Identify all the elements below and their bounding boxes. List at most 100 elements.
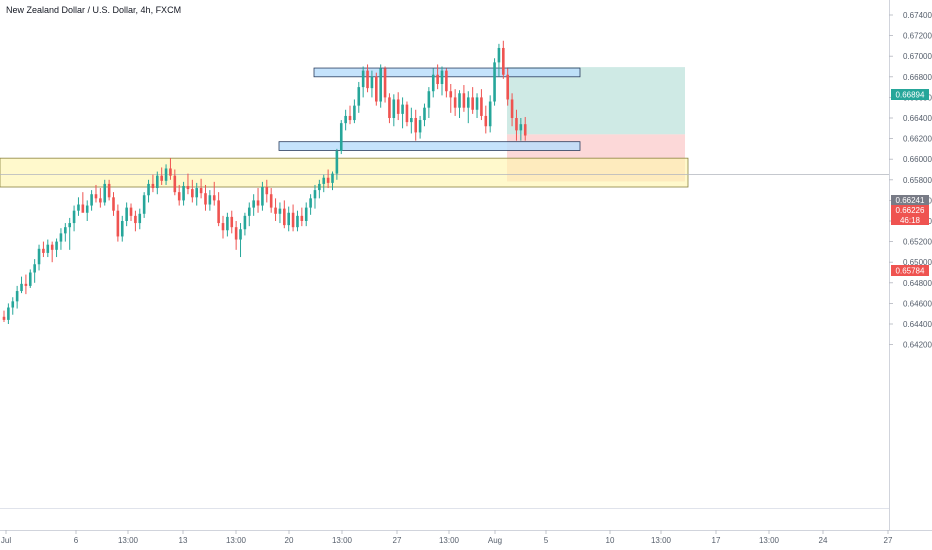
candle-body	[186, 185, 190, 190]
price-tick-label: 0.66400	[903, 114, 932, 123]
support-zone-rect[interactable]	[278, 141, 581, 151]
candle-body	[156, 175, 159, 189]
candle-body	[182, 185, 185, 201]
time-tick-label: 6	[74, 536, 79, 545]
demand-zone-rect[interactable]	[0, 157, 689, 188]
time-tick-label: 13:00	[759, 536, 780, 545]
candle-body	[296, 215, 299, 228]
candle-body	[339, 123, 343, 151]
time-scale[interactable]: Jul 6 13:00 13 13:00 20 13:00 27 13:00 Aug 5 10 13:0…	[1, 530, 893, 545]
candle-body	[94, 194, 98, 199]
candle-body	[33, 264, 36, 273]
price-tick-label: 0.64200	[903, 341, 932, 350]
price-tick-label: 0.67400	[903, 11, 932, 20]
candle-body	[64, 227, 67, 234]
candle-body	[116, 210, 120, 237]
candle-body	[103, 183, 107, 203]
candle-body	[375, 76, 378, 102]
candle-body	[361, 70, 365, 88]
candle-body	[418, 120, 422, 133]
candle-body	[480, 97, 483, 116]
candle-body	[195, 188, 199, 198]
candle-body	[247, 207, 251, 216]
candle-body	[230, 216, 234, 228]
price-tick-label: 0.64400	[903, 320, 932, 329]
price-tick-label: 0.64600	[903, 299, 932, 308]
price-scale[interactable]: 0.674000.672000.670000.668000.666000.664…	[889, 11, 932, 350]
price-tick-label: 0.65200	[903, 238, 932, 247]
candle-body	[274, 207, 277, 214]
candle-body	[42, 248, 45, 253]
candle-body	[313, 190, 317, 199]
drawing-layer[interactable]	[0, 67, 889, 188]
candle-body	[493, 62, 496, 102]
candle-body	[462, 93, 466, 108]
svg-text:0.65784: 0.65784	[896, 267, 925, 276]
price-tick-label: 0.66200	[903, 135, 932, 144]
candle-body	[20, 283, 23, 292]
price-tick-label: 0.65000	[903, 258, 932, 267]
candle-body	[208, 195, 212, 205]
candle-body	[318, 183, 321, 191]
time-tick-label: 27	[393, 536, 402, 545]
candle-body	[243, 215, 247, 230]
candle-body	[7, 307, 10, 320]
candle-body	[300, 215, 304, 221]
candle-body	[72, 210, 76, 224]
price-tick-label: 0.64800	[903, 279, 932, 288]
candle-body	[519, 124, 523, 131]
candle-body	[309, 198, 312, 208]
candle-body	[523, 124, 527, 136]
candle-body	[142, 195, 146, 214]
time-tick-label: 10	[606, 536, 615, 545]
candle-body	[440, 70, 444, 85]
candle-body	[85, 205, 89, 213]
price-tick-label: 0.67000	[903, 52, 932, 61]
candle-body	[15, 291, 19, 302]
candle-body	[261, 187, 264, 206]
candle-body	[81, 204, 85, 213]
candle-body	[77, 204, 80, 211]
candle-body	[322, 177, 326, 184]
time-tick-label: 13:00	[118, 536, 139, 545]
time-tick-label: 27	[884, 536, 893, 545]
candle-body	[427, 91, 431, 108]
candle-body	[471, 97, 474, 110]
candle-body	[50, 244, 54, 250]
candles-layer	[2, 40, 527, 324]
candle-body	[488, 101, 492, 127]
candle-body	[401, 104, 404, 114]
candle-body	[226, 216, 229, 231]
candle-body	[256, 200, 260, 206]
candle-body	[173, 175, 177, 193]
price-tick-label: 0.67200	[903, 32, 932, 41]
candle-body	[423, 107, 426, 121]
candle-body	[370, 76, 374, 89]
candle-body	[125, 207, 128, 221]
candle-body	[348, 115, 352, 121]
candle-body	[357, 87, 361, 106]
candle-body	[283, 208, 286, 226]
position-profit-area[interactable]	[507, 67, 685, 135]
chart-title: New Zealand Dollar / U.S. Dollar, 4h, FX…	[6, 5, 181, 15]
price-tick-label: 0.66000	[903, 155, 932, 164]
candle-body	[99, 198, 102, 203]
time-tick-label: 13:00	[439, 536, 460, 545]
candle-body	[212, 195, 216, 201]
candle-body	[458, 93, 461, 108]
candle-body	[129, 207, 133, 216]
candle-body	[191, 189, 194, 198]
time-tick-label: Jul	[1, 536, 11, 545]
candle-body	[497, 47, 501, 63]
candle-body	[436, 74, 439, 85]
candle-body	[287, 212, 290, 226]
candle-body	[379, 68, 382, 102]
candle-body	[11, 301, 15, 308]
candle-body	[24, 283, 28, 286]
candle-body	[331, 173, 334, 183]
candle-body	[90, 194, 93, 206]
candle-body	[388, 97, 391, 118]
candle-body	[147, 183, 150, 196]
candle-body	[2, 316, 6, 320]
